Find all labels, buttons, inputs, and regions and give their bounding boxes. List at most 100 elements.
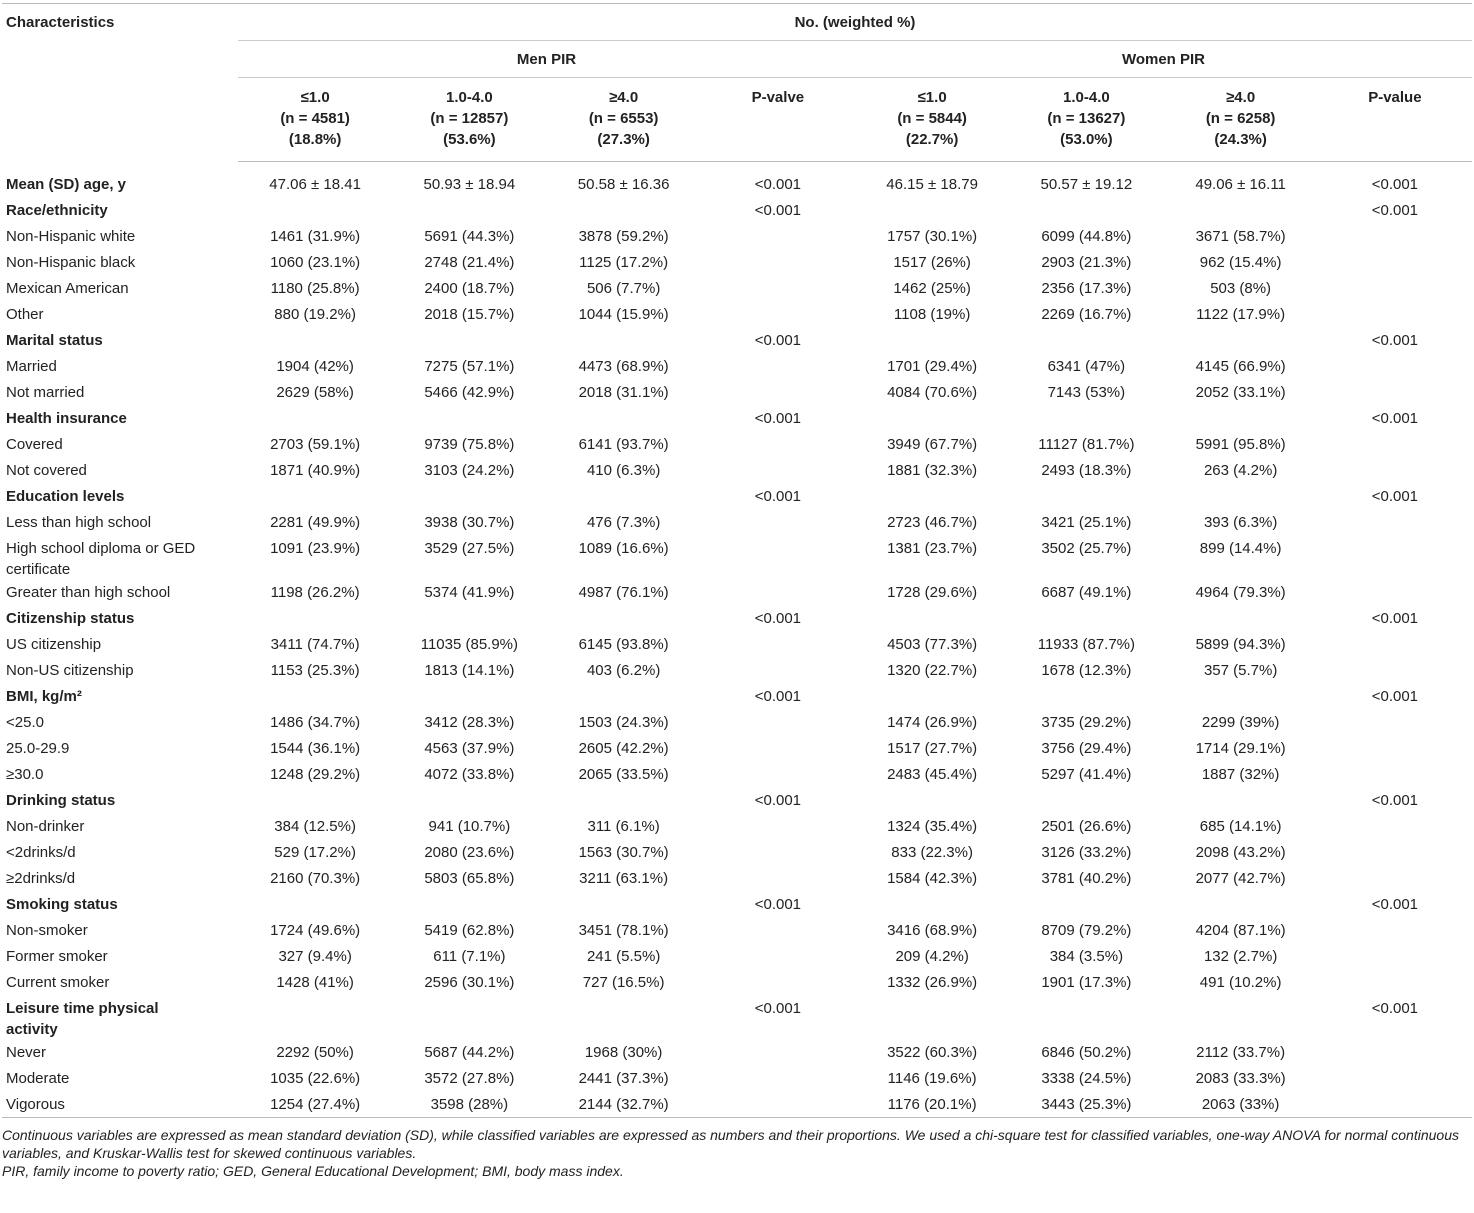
cell: 1176 (20.1%) bbox=[887, 1095, 977, 1113]
p-value bbox=[701, 250, 855, 276]
cell: 3103 (24.2%) bbox=[424, 461, 515, 479]
cell bbox=[855, 406, 1009, 432]
cell: 1678 (12.3%) bbox=[1041, 661, 1132, 679]
stub-header: Characteristics bbox=[6, 14, 115, 31]
cell: 506 (7.7%) bbox=[586, 279, 661, 297]
footnotes: Continuous variables are expressed as me… bbox=[2, 1126, 1470, 1180]
p-value: <0.001 bbox=[1371, 487, 1419, 505]
cell: 3443 (25.3%) bbox=[1041, 1095, 1132, 1113]
section-title: BMI, kg/m² bbox=[6, 687, 82, 705]
cell bbox=[855, 788, 1009, 814]
column-header-line: (n = 5844) bbox=[897, 110, 967, 127]
row-label: US citizenship bbox=[6, 635, 102, 653]
cell: 1904 (42%) bbox=[276, 357, 354, 375]
cell bbox=[1164, 484, 1318, 510]
cell bbox=[1164, 328, 1318, 354]
column-header-row: ≤1.0 (n = 4581) (18.8%) 1.0-4.0 (n = 12857) (… bbox=[2, 77, 1472, 162]
row-label: <25.0 bbox=[6, 713, 44, 731]
spanner-header: No. (weighted %) bbox=[238, 3, 1472, 41]
cell: 6145 (93.8%) bbox=[578, 635, 669, 653]
column-header-line: ≥4.0 bbox=[609, 89, 639, 106]
cell: 5991 (95.8%) bbox=[1195, 435, 1286, 453]
row-label: Mexican American bbox=[6, 279, 129, 297]
p-value bbox=[1318, 866, 1472, 892]
cell: 2080 (23.6%) bbox=[424, 843, 515, 861]
p-value: <0.001 bbox=[1371, 687, 1419, 705]
cell: 2063 (33%) bbox=[1201, 1095, 1280, 1113]
row-label: Not married bbox=[6, 383, 85, 401]
cell: 491 (10.2%) bbox=[1199, 973, 1282, 991]
p-value bbox=[1318, 1066, 1472, 1092]
cell bbox=[392, 684, 546, 710]
cell: 6846 (50.2%) bbox=[1041, 1043, 1132, 1061]
section-row: Race/ethnicity <0.001 <0.001 bbox=[2, 198, 1472, 224]
cell: 3572 (27.8%) bbox=[424, 1069, 515, 1087]
cell: 8709 (79.2%) bbox=[1041, 921, 1132, 939]
data-row: Moderate 1035 (22.6%) 3572 (27.8%) 2441 (37… bbox=[2, 1066, 1472, 1092]
cell: 4204 (87.1%) bbox=[1195, 921, 1286, 939]
data-row: Non-smoker 1724 (49.6%) 5419 (62.8%) 3451 (… bbox=[2, 918, 1472, 944]
column-header: 1.0-4.0 (n = 13627) (53.0%) bbox=[1009, 77, 1164, 162]
p-value bbox=[701, 762, 855, 788]
cell bbox=[547, 484, 701, 510]
cell: 11933 (87.7%) bbox=[1037, 635, 1136, 653]
cell: 1517 (26%) bbox=[893, 253, 971, 271]
cell: 3421 (25.1%) bbox=[1041, 513, 1132, 531]
data-row: 25.0-29.9 1544 (36.1%) 4563 (37.9%) 2605 (4… bbox=[2, 736, 1472, 762]
cell: 1724 (49.6%) bbox=[270, 921, 361, 939]
cell: 5419 (62.8%) bbox=[424, 921, 515, 939]
cell: 1881 (32.3%) bbox=[887, 461, 978, 479]
cell: 899 (14.4%) bbox=[1199, 539, 1282, 557]
cell: 1108 (19%) bbox=[893, 305, 971, 323]
p-value: <0.001 bbox=[754, 331, 802, 349]
row-label: Never bbox=[6, 1043, 47, 1061]
cell: 7275 (57.1%) bbox=[424, 357, 515, 375]
cell: 2605 (42.2%) bbox=[578, 739, 669, 757]
cell bbox=[855, 198, 1009, 224]
cell: 2493 (18.3%) bbox=[1041, 461, 1132, 479]
cell: 3878 (59.2%) bbox=[578, 227, 669, 245]
data-row: Mexican American 1180 (25.8%) 2400 (18.7%)… bbox=[2, 276, 1472, 302]
cell: 3338 (24.5%) bbox=[1041, 1069, 1132, 1087]
cell bbox=[238, 198, 392, 224]
cell: 962 (15.4%) bbox=[1199, 253, 1282, 271]
cell bbox=[1009, 892, 1163, 918]
p-value bbox=[1318, 1040, 1472, 1066]
cell: 476 (7.3%) bbox=[586, 513, 661, 531]
cell bbox=[547, 892, 701, 918]
cell bbox=[392, 328, 546, 354]
cell: 529 (17.2%) bbox=[274, 843, 356, 861]
row-label: Current smoker bbox=[6, 973, 110, 991]
cell: 1332 (26.9%) bbox=[887, 973, 978, 991]
p-value bbox=[701, 736, 855, 762]
row-label: Married bbox=[6, 357, 57, 375]
column-header: ≤1.0 (n = 5844) (22.7%) bbox=[855, 77, 1010, 162]
table-body: Mean (SD) age, y 47.06 ± 18.41 50.93 ± 18.… bbox=[2, 162, 1472, 1118]
p-value: <0.001 bbox=[1371, 895, 1419, 913]
data-row: Non-US citizenship 1153 (25.3%) 1813 (14.1… bbox=[2, 658, 1472, 684]
section-title: Citizenship status bbox=[6, 609, 135, 627]
cell bbox=[1009, 684, 1163, 710]
cell: 2703 (59.1%) bbox=[270, 435, 361, 453]
p-value: <0.001 bbox=[1371, 409, 1419, 427]
p-value bbox=[701, 840, 855, 866]
cell: 2160 (70.3%) bbox=[270, 869, 361, 887]
column-header: 1.0-4.0 (n = 12857) (53.6%) bbox=[392, 77, 547, 162]
cell: 2144 (32.7%) bbox=[578, 1095, 669, 1113]
p-value bbox=[1318, 710, 1472, 736]
p-value bbox=[701, 814, 855, 840]
p-value bbox=[1318, 632, 1472, 658]
cell: 1714 (29.1%) bbox=[1195, 739, 1286, 757]
cell: 3126 (33.2%) bbox=[1041, 843, 1132, 861]
p-value bbox=[1318, 250, 1472, 276]
column-header-line: (n = 6553) bbox=[588, 110, 659, 127]
cell bbox=[1164, 198, 1318, 224]
p-value bbox=[1318, 354, 1472, 380]
cell: 209 (4.2%) bbox=[895, 947, 969, 965]
p-value bbox=[1318, 1092, 1472, 1118]
cell bbox=[238, 406, 392, 432]
cell bbox=[855, 996, 1009, 1040]
column-header: ≥4.0 (n = 6553) (27.3%) bbox=[546, 77, 701, 162]
cell: 1813 (14.1%) bbox=[424, 661, 515, 679]
cell: 1728 (29.6%) bbox=[887, 583, 978, 601]
